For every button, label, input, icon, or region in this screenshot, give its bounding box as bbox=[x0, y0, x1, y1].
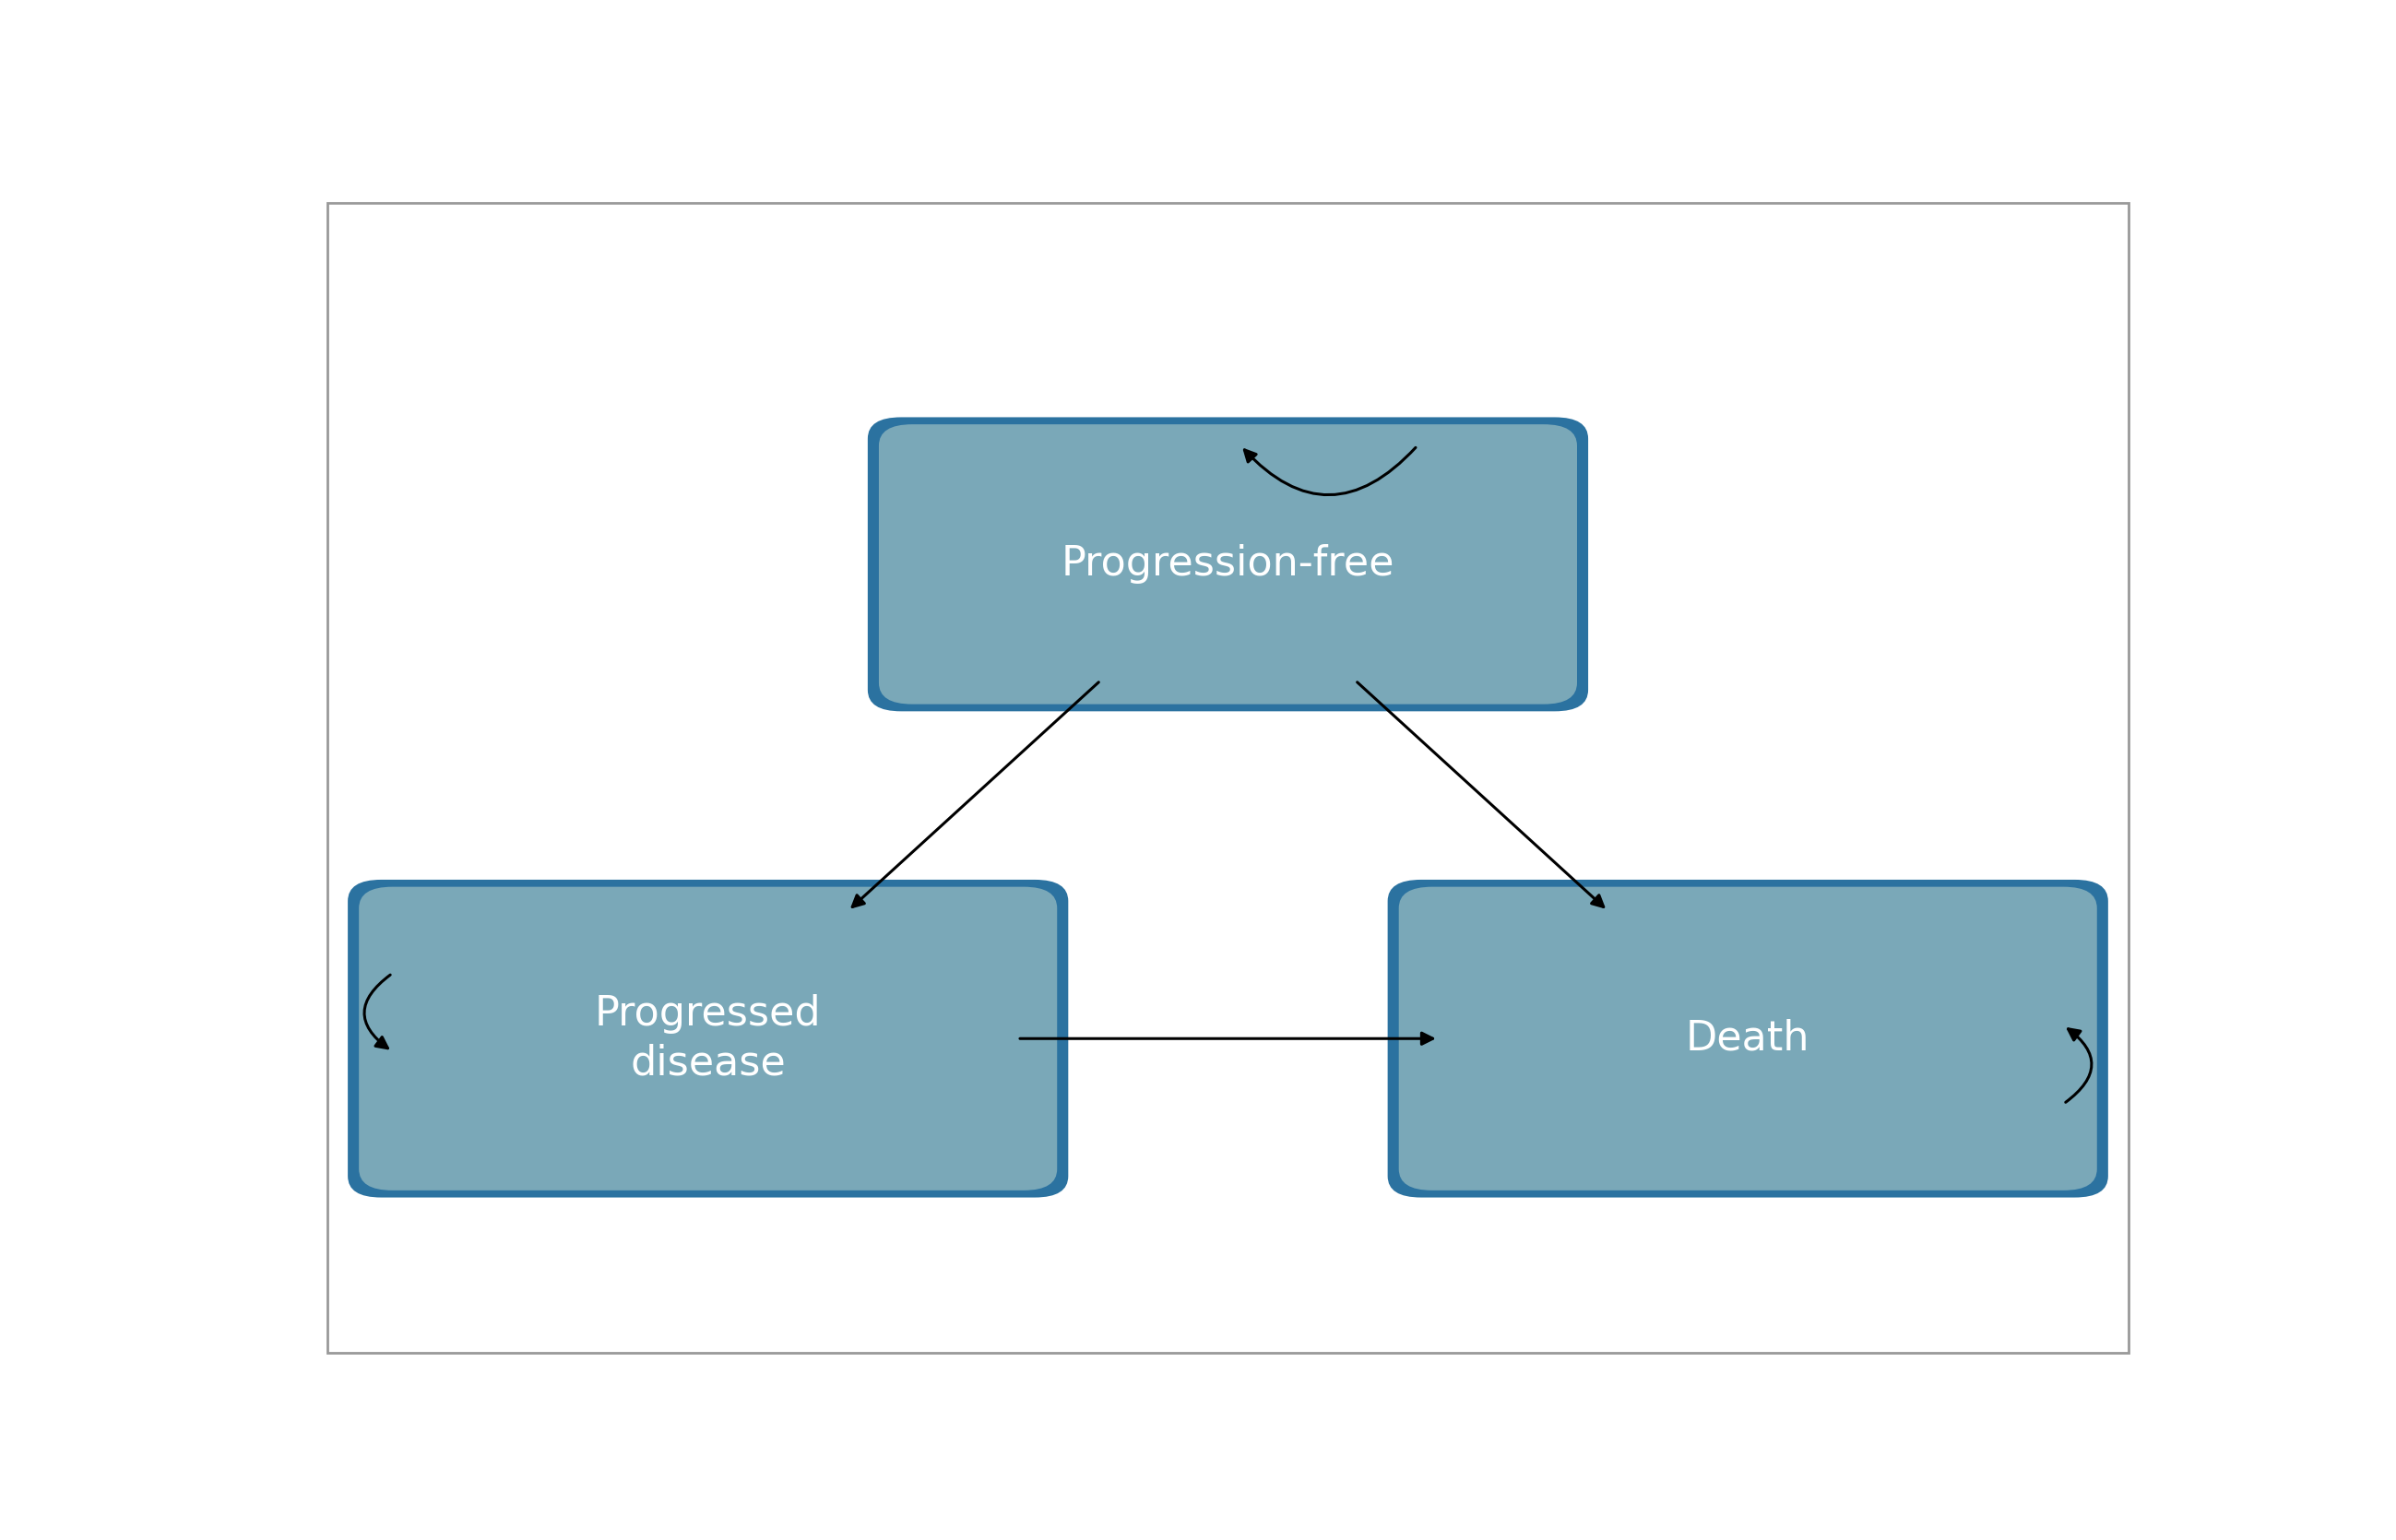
Text: Death: Death bbox=[1687, 1019, 1809, 1058]
Text: Progression-free: Progression-free bbox=[1061, 545, 1394, 584]
FancyBboxPatch shape bbox=[867, 417, 1589, 711]
FancyBboxPatch shape bbox=[359, 887, 1057, 1190]
FancyBboxPatch shape bbox=[879, 425, 1577, 704]
FancyBboxPatch shape bbox=[1387, 879, 2108, 1198]
Text: Progressed
disease: Progressed disease bbox=[594, 995, 822, 1083]
FancyBboxPatch shape bbox=[1399, 887, 2096, 1190]
FancyBboxPatch shape bbox=[347, 879, 1069, 1198]
